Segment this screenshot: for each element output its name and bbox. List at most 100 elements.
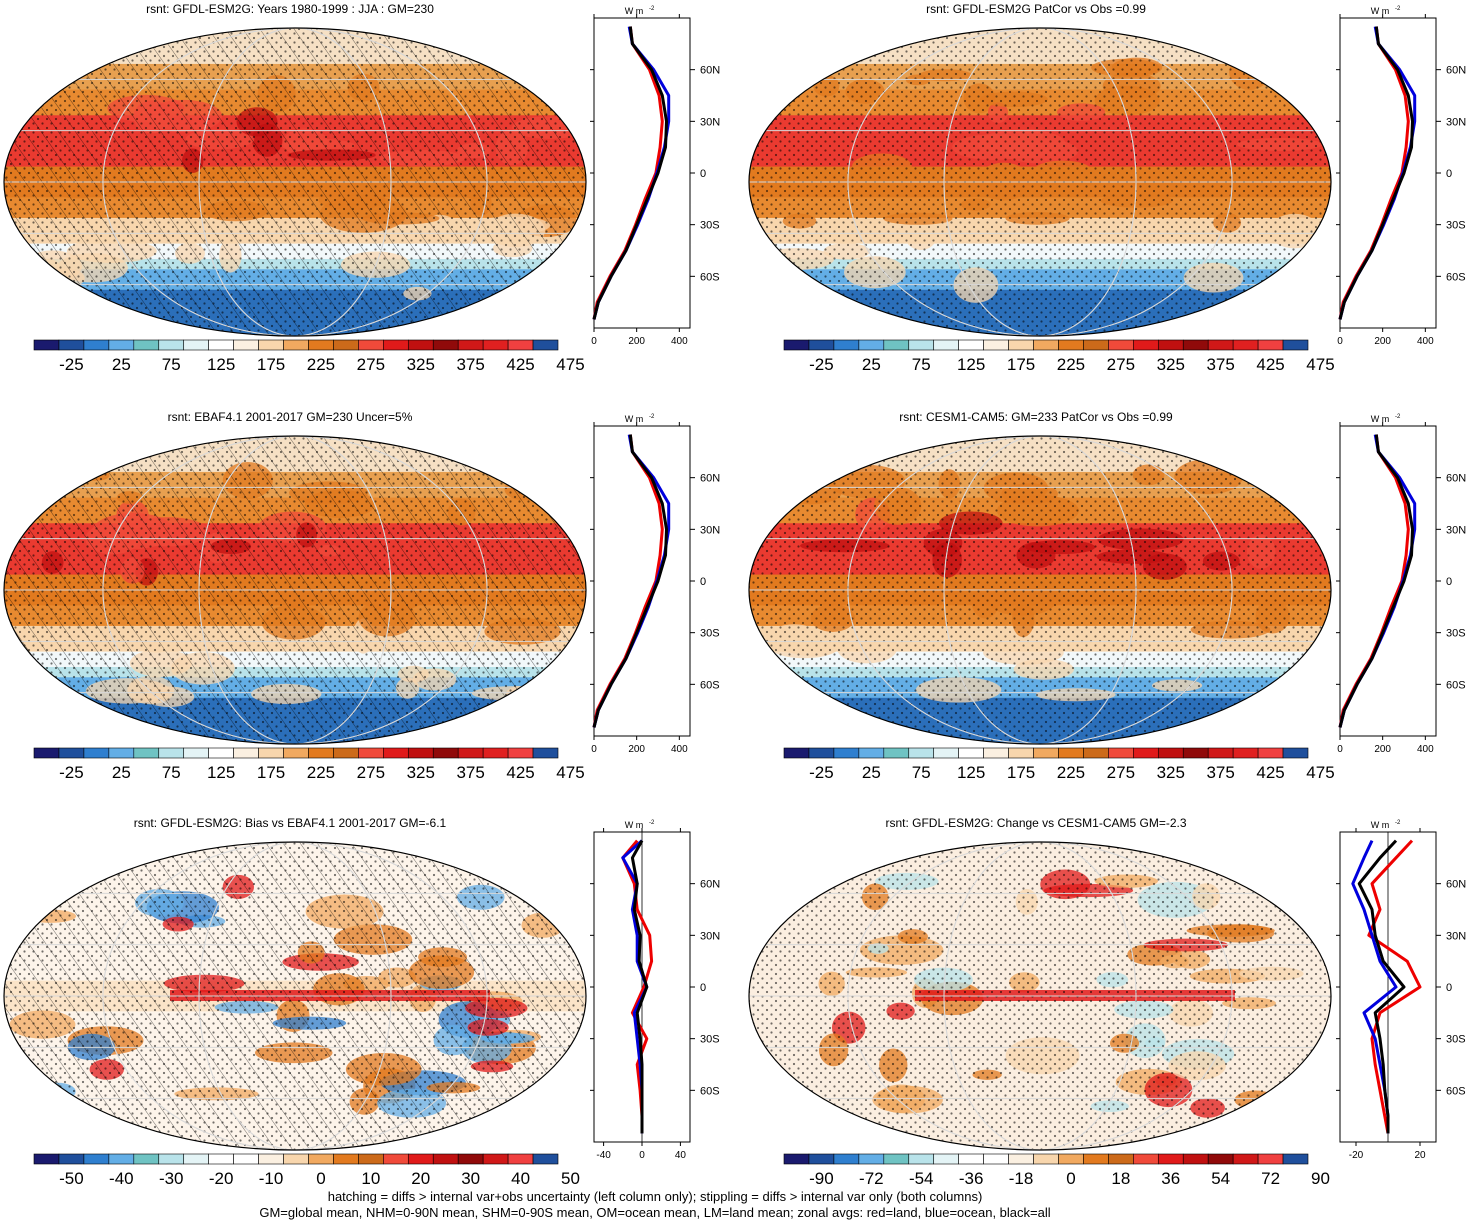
colorbar-swatch <box>1058 747 1084 759</box>
lat-tick-label: 0 <box>1446 168 1452 180</box>
x-tick-label: 0 <box>1337 744 1343 755</box>
colorbar-tick-label: -25 <box>59 355 84 374</box>
lat-tick-label: 30S <box>1446 220 1466 232</box>
colorbar-tick-label: 72 <box>1261 1169 1280 1188</box>
colorbar-swatch <box>808 1153 835 1165</box>
colorbar-tick-label: 75 <box>912 763 931 782</box>
colorbar-tick-label: -25 <box>809 763 834 782</box>
lat-tick-label: 60S <box>700 271 720 283</box>
colorbar-swatch <box>208 747 234 759</box>
colorbar-swatch <box>1257 339 1284 351</box>
colorbar-swatch <box>833 747 860 759</box>
lat-tick-label: 0 <box>700 982 706 994</box>
colorbar-swatch <box>58 747 85 759</box>
colorbar-swatch <box>183 1153 209 1165</box>
zonal-plot: W m -2 60N 30N 0 30S 60S -40 0 40 <box>590 820 720 1161</box>
colorbar-swatch <box>482 747 509 759</box>
lat-tick-label: 0 <box>1446 982 1452 994</box>
colorbar-swatch <box>233 339 259 351</box>
zonal-unit: W m <box>1371 820 1390 830</box>
colorbar-tick-label: -30 <box>159 1169 184 1188</box>
map-border <box>3 27 587 337</box>
colorbar-swatch <box>1008 747 1034 759</box>
colorbar-swatch <box>532 1153 559 1165</box>
colorbar-tick-label: 225 <box>307 355 335 374</box>
lat-tick-label: 60S <box>700 1085 720 1097</box>
colorbar-tick-label: 18 <box>1111 1169 1130 1188</box>
colorbar-swatch <box>83 747 110 759</box>
colorbar-swatch <box>283 747 309 759</box>
x-tick-label: 0 <box>639 1150 645 1161</box>
colorbar-swatch <box>308 339 334 351</box>
colorbar-swatch <box>1083 339 1109 351</box>
x-tick-label: 200 <box>1374 336 1391 347</box>
colorbar-tick-label: 125 <box>957 763 985 782</box>
colorbar-swatch <box>83 1153 110 1165</box>
series-all <box>1338 26 1414 320</box>
colorbar-swatch <box>532 339 559 351</box>
colorbar-swatch <box>233 1153 259 1165</box>
map-p4 <box>748 435 1332 745</box>
colorbar-tick-label: 325 <box>1157 763 1185 782</box>
colorbar-swatch <box>1133 747 1159 759</box>
colorbar-swatch <box>258 747 284 759</box>
colorbar-p1: -25 25 75 125 175 225 275 325 375 425 475 <box>33 339 585 374</box>
colorbar-tick-label: -54 <box>909 1169 934 1188</box>
colorbar-tick-label: 125 <box>957 355 985 374</box>
colorbar-swatch <box>308 747 334 759</box>
colorbar-swatch <box>958 1153 984 1165</box>
colorbar-tick-label: 40 <box>511 1169 530 1188</box>
lat-tick-label: 30S <box>1446 628 1466 640</box>
zonal-unit-sup: -2 <box>1395 820 1401 826</box>
lat-tick-label: 60N <box>700 473 720 485</box>
colorbar-swatch <box>1058 1153 1084 1165</box>
colorbar-swatch <box>1182 339 1209 351</box>
colorbar-swatch <box>933 339 959 351</box>
lat-tick-label: 30N <box>1446 524 1466 536</box>
colorbar-tick-label: -36 <box>959 1169 984 1188</box>
colorbar-swatch <box>108 1153 135 1165</box>
map-p3 <box>3 435 587 745</box>
colorbar-swatch <box>358 1153 384 1165</box>
lat-tick-label: 30N <box>700 524 720 536</box>
colorbar-tick-label: 425 <box>1256 355 1284 374</box>
colorbar-swatch <box>407 339 434 351</box>
x-tick-label: -40 <box>596 1150 611 1161</box>
colorbar-swatch <box>783 339 810 351</box>
zonal-unit-sup: -2 <box>649 414 655 420</box>
colorbar-swatch <box>108 339 135 351</box>
map-field <box>749 842 1331 1150</box>
panel-title-2: rsnt: GFDL-ESM2G PatCor vs Obs =0.99 <box>926 2 1146 16</box>
lat-tick-label: 60S <box>1446 271 1466 283</box>
colorbar-swatch <box>983 1153 1009 1165</box>
map-p2 <box>748 27 1332 337</box>
colorbar-swatch <box>783 1153 810 1165</box>
lat-tick-label: 60N <box>1446 65 1466 77</box>
map-field <box>749 436 1331 744</box>
colorbar-p4: -25 25 75 125 175 225 275 325 375 425 475 <box>783 747 1335 782</box>
colorbar-swatch <box>1182 1153 1209 1165</box>
x-tick-label: 400 <box>671 336 688 347</box>
colorbar-tick-label: 225 <box>1057 355 1085 374</box>
colorbar-p6: -90 -72 -54 -36 -18 0 18 36 54 72 90 <box>783 1153 1330 1188</box>
colorbar-swatch <box>883 339 910 351</box>
zonal-plot: W m -2 60N 30N 0 30S 60S 0 200 400 <box>590 6 720 347</box>
lat-tick-label: 60N <box>1446 879 1466 891</box>
colorbar-swatch <box>1133 339 1159 351</box>
colorbar-swatch <box>958 747 984 759</box>
lat-tick-label: 0 <box>1446 576 1452 588</box>
colorbar-swatch <box>1033 1153 1059 1165</box>
series-land <box>1367 839 1422 1134</box>
colorbar-swatch <box>432 1153 459 1165</box>
colorbar-tick-label: 275 <box>357 355 385 374</box>
colorbar-swatch <box>482 1153 509 1165</box>
colorbar-swatch <box>908 747 935 759</box>
colorbar-swatch <box>183 339 209 351</box>
colorbar-tick-label: 10 <box>361 1169 380 1188</box>
colorbar-tick-label: 90 <box>1311 1169 1330 1188</box>
colorbar-swatch <box>1133 1153 1159 1165</box>
lat-tick-label: 30N <box>700 116 720 128</box>
x-tick-label: -20 <box>1349 1150 1364 1161</box>
zonal-unit-sup: -2 <box>649 820 655 826</box>
colorbar-tick-label: 225 <box>307 763 335 782</box>
